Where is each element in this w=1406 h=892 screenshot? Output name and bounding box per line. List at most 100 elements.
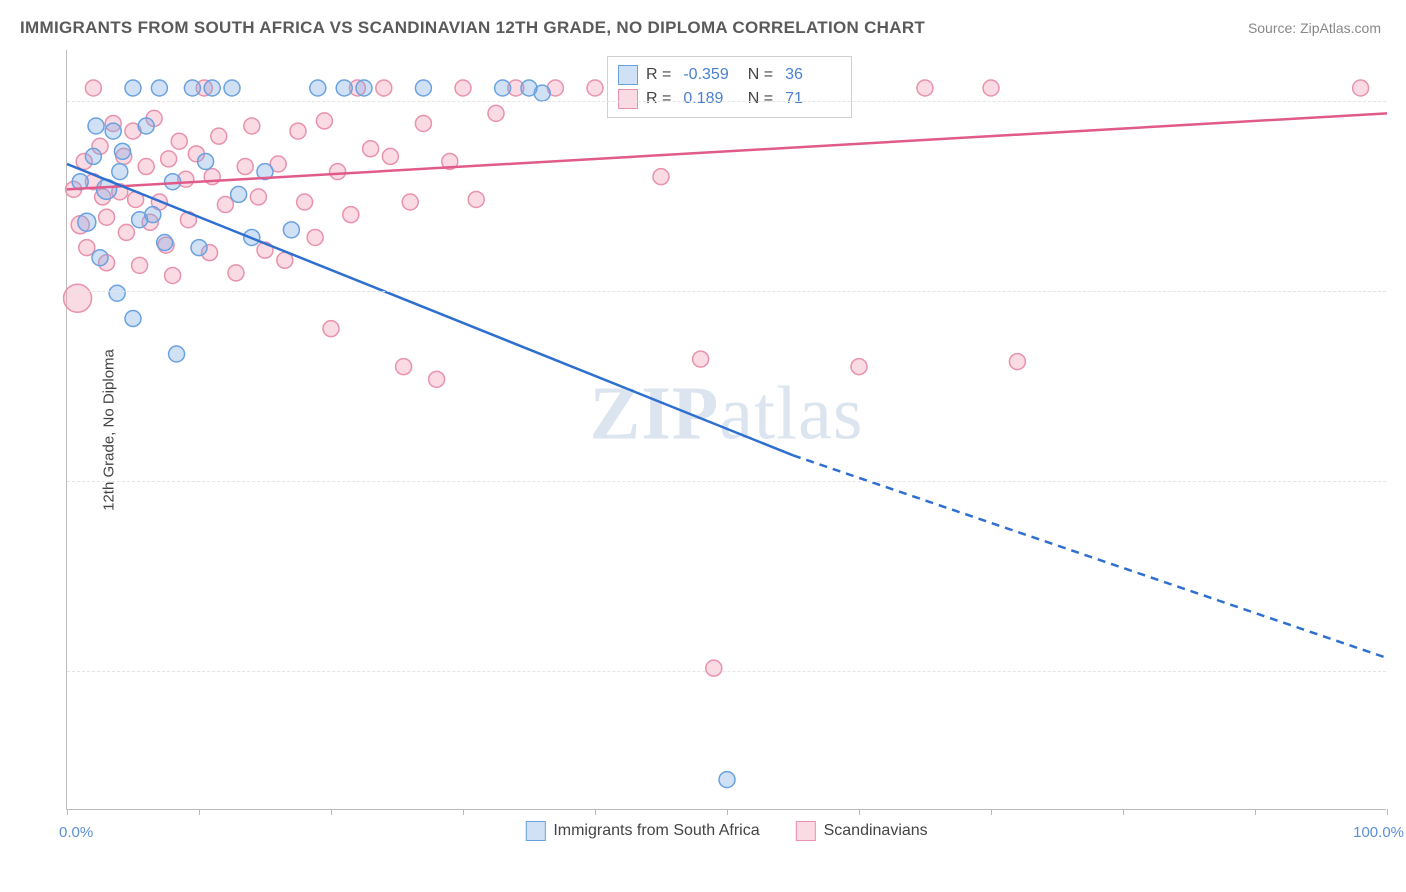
data-point — [415, 80, 431, 96]
data-point — [231, 186, 247, 202]
data-point — [198, 153, 214, 169]
data-point — [161, 151, 177, 167]
y-tick-label: 77.5% — [1392, 662, 1406, 679]
x-tick — [991, 809, 992, 815]
gridline — [67, 481, 1386, 482]
data-point — [343, 207, 359, 223]
data-point — [204, 80, 220, 96]
data-point — [297, 194, 313, 210]
data-point — [693, 351, 709, 367]
chart-title: IMMIGRANTS FROM SOUTH AFRICA VS SCANDINA… — [20, 18, 925, 38]
data-point — [468, 191, 484, 207]
x-tick — [463, 809, 464, 815]
x-tick — [1123, 809, 1124, 815]
data-point — [64, 284, 92, 312]
data-point — [228, 265, 244, 281]
data-point — [363, 141, 379, 157]
y-tick-label: 92.5% — [1392, 282, 1406, 299]
correlation-legend: R =-0.359 N =36 R =0.189 N =71 — [607, 56, 852, 118]
data-point — [92, 250, 108, 266]
data-point — [1353, 80, 1369, 96]
data-point — [402, 194, 418, 210]
data-point — [217, 197, 233, 213]
data-point — [719, 772, 735, 788]
data-point — [244, 118, 260, 134]
data-point — [653, 169, 669, 185]
data-point — [114, 143, 130, 159]
x-tick — [1387, 809, 1388, 815]
data-point — [237, 159, 253, 175]
data-point — [112, 164, 128, 180]
y-tick-label: 85.0% — [1392, 472, 1406, 489]
data-point — [211, 128, 227, 144]
data-point — [283, 222, 299, 238]
gridline — [67, 671, 1386, 672]
data-point — [88, 118, 104, 134]
data-point — [376, 80, 392, 96]
data-point — [109, 285, 125, 301]
data-point — [85, 148, 101, 164]
chart-svg — [67, 50, 1386, 809]
data-point — [1009, 354, 1025, 370]
x-axis-min: 0.0% — [59, 824, 93, 841]
data-point — [706, 660, 722, 676]
legend-row-sa: R =-0.359 N =36 — [618, 63, 837, 87]
data-point — [151, 80, 167, 96]
data-point — [78, 213, 96, 231]
data-point — [917, 80, 933, 96]
data-point — [132, 257, 148, 273]
data-point — [382, 148, 398, 164]
data-point — [396, 359, 412, 375]
data-point — [310, 80, 326, 96]
data-point — [157, 235, 173, 251]
swatch-sa — [618, 65, 638, 85]
data-point — [184, 80, 200, 96]
trend-line — [67, 164, 793, 455]
data-point — [495, 80, 511, 96]
swatch-sc — [618, 89, 638, 109]
data-point — [250, 189, 266, 205]
x-tick — [859, 809, 860, 815]
data-point — [85, 80, 101, 96]
y-tick-label: 100.0% — [1392, 92, 1406, 109]
data-point — [125, 80, 141, 96]
legend-label-sa: Immigrants from South Africa — [553, 822, 759, 840]
data-point — [587, 80, 603, 96]
data-point — [99, 209, 115, 225]
data-point — [145, 207, 161, 223]
chart-area: 12th Grade, No Diploma ZIPatlas R =-0.35… — [66, 50, 1386, 810]
swatch-sc-icon — [796, 821, 816, 841]
data-point — [138, 159, 154, 175]
bottom-legend: Immigrants from South Africa Scandinavia… — [525, 821, 927, 841]
data-point — [307, 229, 323, 245]
data-point — [429, 371, 445, 387]
data-point — [983, 80, 999, 96]
data-point — [191, 240, 207, 256]
x-axis-max: 100.0% — [1353, 824, 1404, 841]
legend-item-sc: Scandinavians — [796, 821, 928, 841]
gridline — [67, 291, 1386, 292]
data-point — [330, 164, 346, 180]
data-point — [224, 80, 240, 96]
data-point — [356, 80, 372, 96]
x-tick — [199, 809, 200, 815]
x-tick — [595, 809, 596, 815]
x-tick — [1255, 809, 1256, 815]
legend-item-sa: Immigrants from South Africa — [525, 821, 759, 841]
data-point — [290, 123, 306, 139]
data-point — [415, 115, 431, 131]
data-point — [336, 80, 352, 96]
data-point — [455, 80, 471, 96]
x-tick — [727, 809, 728, 815]
data-point — [169, 346, 185, 362]
legend-label-sc: Scandinavians — [824, 822, 928, 840]
trend-line — [67, 113, 1387, 189]
data-point — [165, 267, 181, 283]
source-label: Source: ZipAtlas.com — [1248, 20, 1386, 36]
gridline — [67, 101, 1386, 102]
x-tick — [67, 809, 68, 815]
data-point — [118, 224, 134, 240]
data-point — [323, 321, 339, 337]
plot-region: ZIPatlas R =-0.359 N =36 R =0.189 N =71 … — [66, 50, 1386, 810]
swatch-sa-icon — [525, 821, 545, 841]
